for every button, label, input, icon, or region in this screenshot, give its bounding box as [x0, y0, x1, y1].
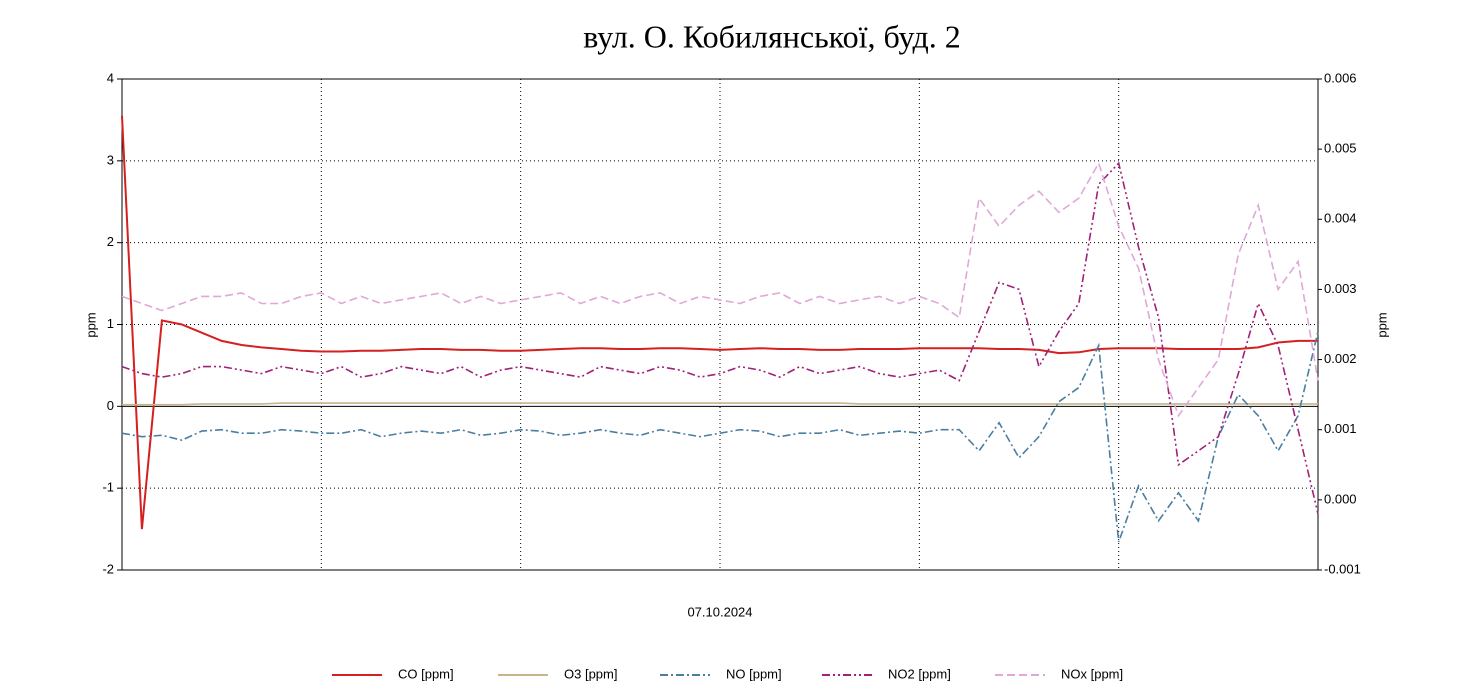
- x-axis-label: 07.10.2024: [687, 604, 752, 619]
- series-line: [121, 161, 1319, 515]
- y-tick-label: 3: [107, 152, 114, 167]
- y2-tick-label: 0.000: [1324, 491, 1357, 506]
- y2-tick-label: 0.004: [1324, 211, 1357, 226]
- series-line: [121, 331, 1319, 543]
- y-tick-label: 1: [107, 316, 114, 331]
- legend-label: O3 [ppm]: [564, 666, 617, 681]
- plot-frame: [121, 78, 1319, 571]
- y-tick-label: 2: [107, 234, 114, 249]
- series-line: [122, 402, 1318, 406]
- y-axis-label: ppm: [83, 312, 98, 337]
- y-tick-label: 0: [107, 398, 114, 413]
- y2-tick-label: 0.002: [1324, 351, 1357, 366]
- y2-tick-label: 0.003: [1324, 281, 1357, 296]
- legend-label: CO [ppm]: [398, 666, 454, 681]
- y-tick-label: -1: [102, 480, 114, 495]
- y2-axis-label: ppm: [1374, 312, 1389, 337]
- y-tick-label: 4: [107, 70, 114, 85]
- y2-tick-label: 0.001: [1324, 421, 1357, 436]
- legend-label: NO2 [ppm]: [888, 666, 951, 681]
- legend-label: NO [ppm]: [726, 666, 782, 681]
- y2-tick-label: 0.006: [1324, 70, 1357, 85]
- y-tick-label: -2: [102, 561, 114, 576]
- y2-tick-label: 0.005: [1324, 141, 1357, 156]
- series-line: [121, 115, 1318, 530]
- chart-title: вул. О. Кобилянської, буд. 2: [583, 18, 961, 54]
- legend-label: NOx [ppm]: [1061, 666, 1123, 681]
- y2-tick-label: -0.001: [1324, 561, 1361, 576]
- series-line: [121, 161, 1319, 418]
